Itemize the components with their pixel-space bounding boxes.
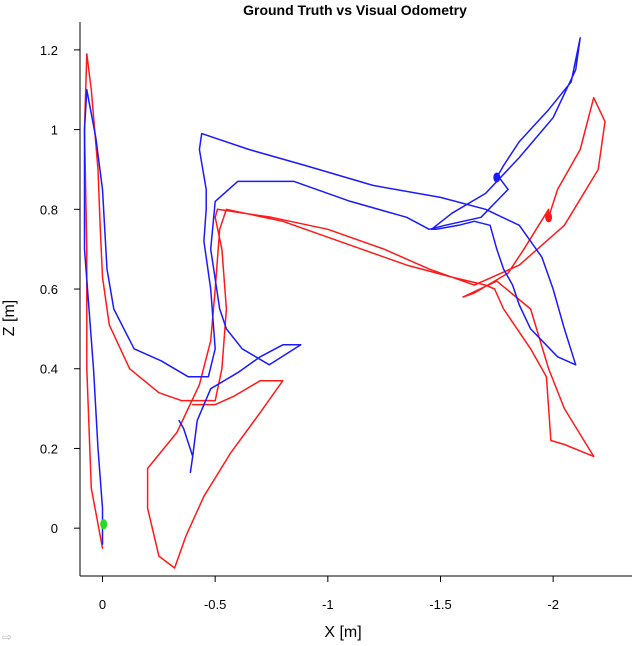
plot-area [83, 37, 606, 569]
y-tick-label: 0.4 [40, 362, 58, 377]
ground-truth-end-marker [545, 212, 553, 223]
chart-title: Ground Truth vs Visual Odometry [243, 2, 467, 18]
ground-truth-trajectory [83, 53, 606, 569]
x-tick-label: -2 [547, 597, 559, 612]
x-tick-label: -1.5 [429, 597, 451, 612]
y-axis-label: Z [m] [1, 300, 18, 336]
visual-odometry-end-marker [493, 172, 501, 183]
y-tick-label: 1.2 [40, 43, 58, 58]
y-tick-label: 0 [51, 521, 58, 536]
y-tick-label: 0.2 [40, 441, 58, 456]
x-tick-label: -1 [322, 597, 334, 612]
corner-arrow-icon: ⇨ [2, 630, 13, 644]
x-tick-label: -0.5 [204, 597, 226, 612]
start-marker [100, 519, 108, 530]
x-axis: 0 -0.5 -1 -1.5 -2 [80, 575, 632, 612]
y-tick-label: 1 [51, 123, 58, 138]
x-tick-label: 0 [99, 597, 106, 612]
y-tick-label: 0.8 [40, 202, 58, 217]
y-tick-label: 0.6 [40, 282, 58, 297]
y-axis: 0 0.2 0.4 0.6 0.8 1 1.2 [40, 22, 81, 576]
visual-odometry-trajectory [83, 37, 581, 545]
x-axis-label: X [m] [324, 624, 361, 641]
